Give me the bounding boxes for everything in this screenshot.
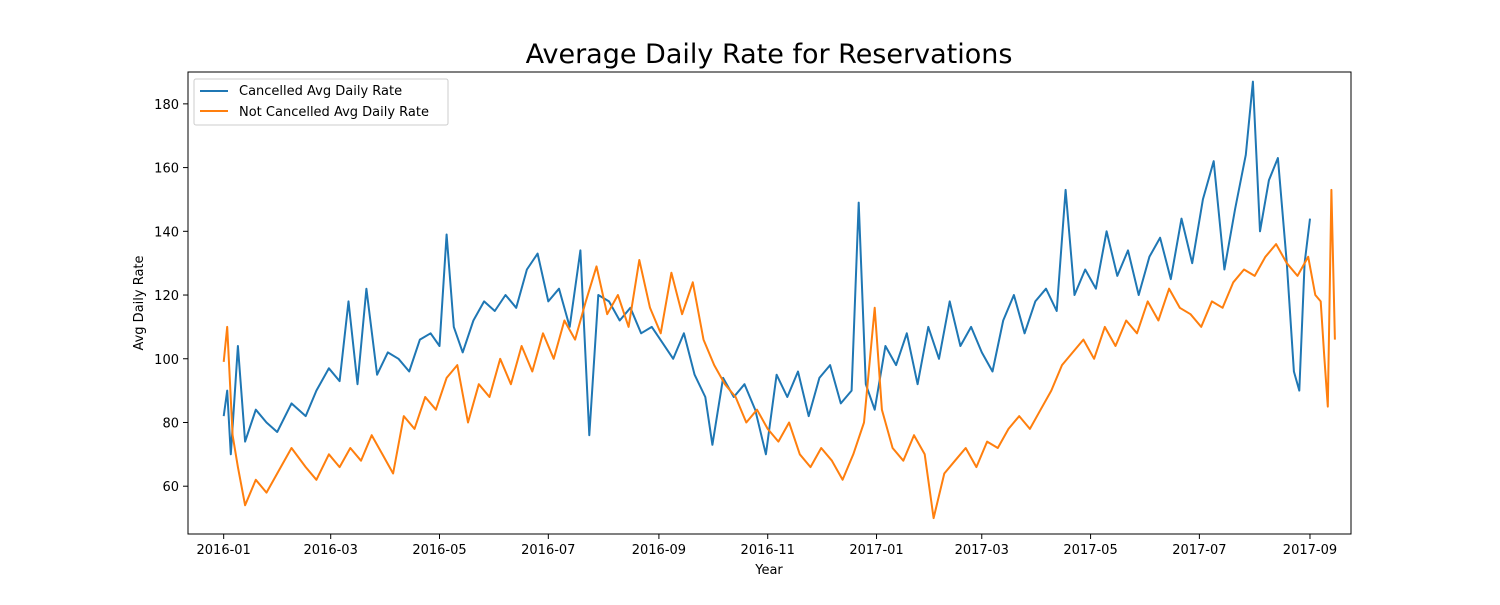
x-axis: 2016-01 2016-03 2016-05 2016-07 2016-09 2016-… bbox=[197, 534, 1337, 558]
y-axis-label: Avg Daily Rate bbox=[132, 255, 147, 350]
x-tick-label: 2016-03 bbox=[304, 543, 358, 558]
y-tick-label: 180 bbox=[154, 98, 179, 113]
legend-label-not-cancelled: Not Cancelled Avg Daily Rate bbox=[239, 105, 429, 120]
series-layer bbox=[222, 80, 1336, 520]
y-tick-label: 140 bbox=[154, 225, 179, 240]
legend-label-cancelled: Cancelled Avg Daily Rate bbox=[239, 84, 402, 99]
y-tick-label: 80 bbox=[162, 416, 179, 431]
x-tick-label: 2017-09 bbox=[1283, 543, 1337, 558]
legend-box bbox=[193, 78, 449, 126]
y-axis: 60 80 100 120 140 160 180 bbox=[154, 98, 188, 495]
y-tick-label: 60 bbox=[162, 480, 179, 495]
x-axis-label: Year bbox=[754, 563, 783, 578]
y-tick-label: 100 bbox=[154, 353, 179, 368]
y-tick-label: 160 bbox=[154, 162, 179, 177]
x-tick-label: 2016-01 bbox=[197, 543, 251, 558]
y-tick-label: 120 bbox=[154, 289, 179, 304]
x-tick-label: 2017-05 bbox=[1063, 543, 1117, 558]
x-tick-label: 2016-11 bbox=[741, 543, 795, 558]
x-tick-label: 2016-05 bbox=[412, 543, 466, 558]
chart-title: Average Daily Rate for Reservations bbox=[526, 39, 1013, 70]
plot-frame bbox=[187, 71, 1352, 535]
legend: Cancelled Avg Daily Rate Not Cancelled A… bbox=[193, 78, 449, 126]
x-tick-label: 2017-03 bbox=[955, 543, 1009, 558]
series-line-cancelled bbox=[222, 80, 1311, 456]
x-tick-label: 2016-09 bbox=[632, 543, 686, 558]
x-tick-label: 2016-07 bbox=[521, 543, 575, 558]
x-tick-label: 2017-01 bbox=[849, 543, 903, 558]
series-line-not-cancelled bbox=[222, 188, 1336, 520]
x-tick-label: 2017-07 bbox=[1172, 543, 1226, 558]
